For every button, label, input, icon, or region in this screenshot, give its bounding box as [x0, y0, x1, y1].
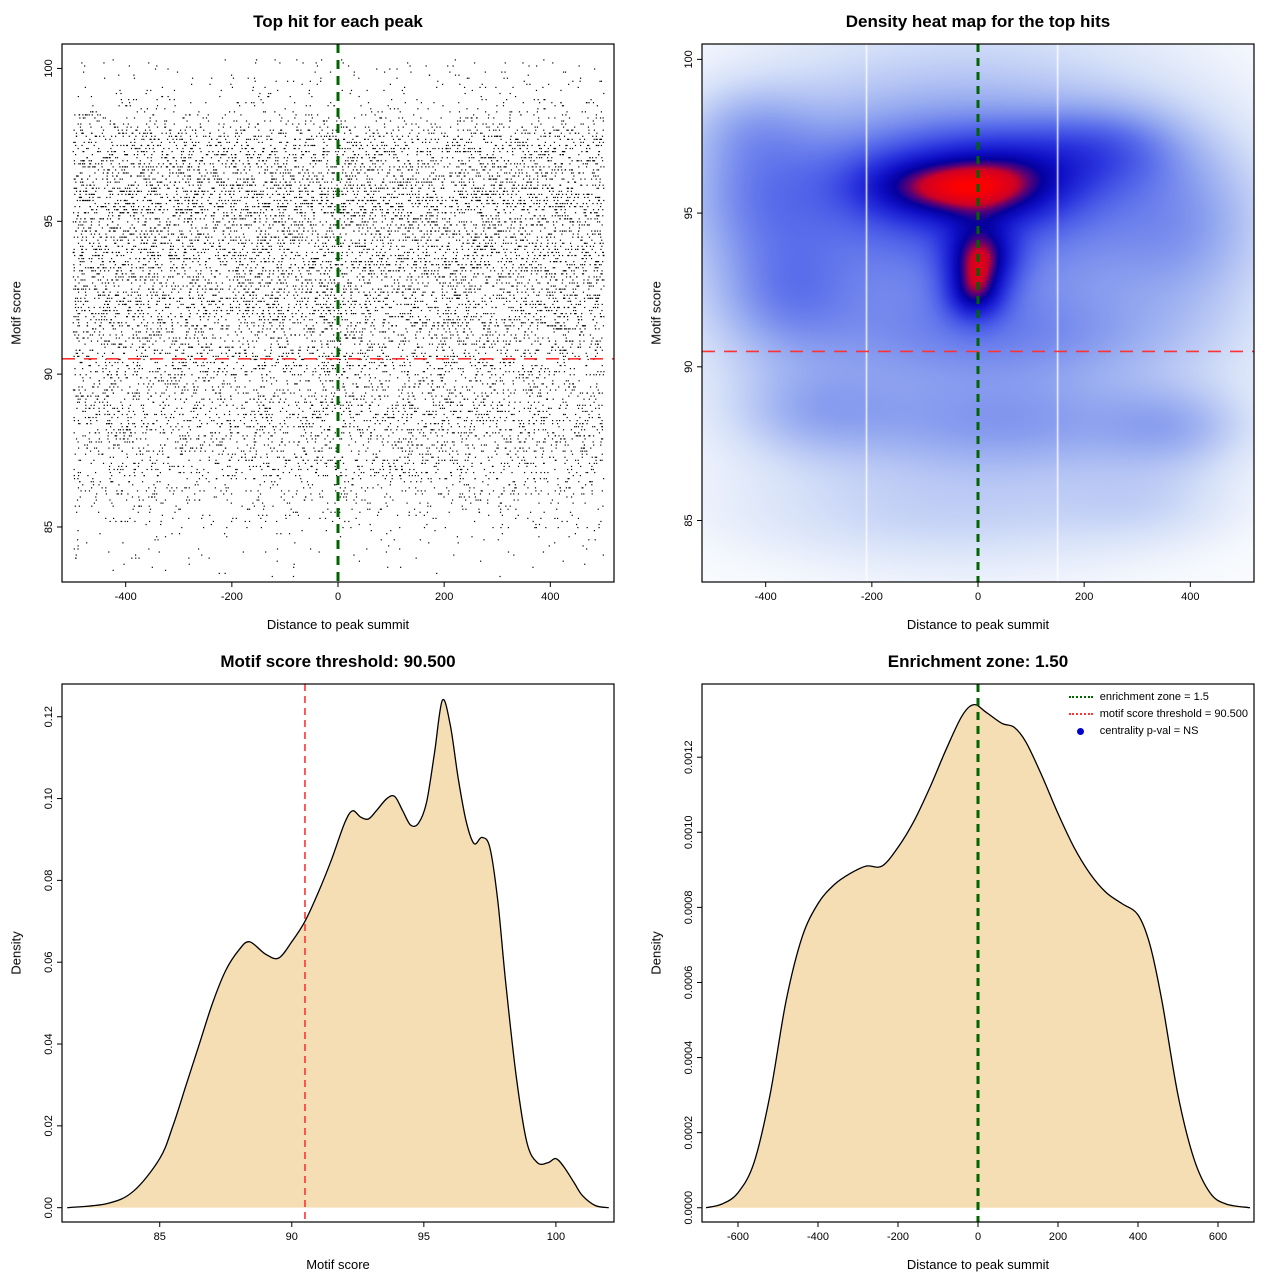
panel-enrichment-zone-density: Enrichment zone: 1.50 Distance to peak s…: [640, 640, 1280, 1280]
legend-label: motif score threshold = 90.500: [1099, 708, 1248, 720]
legend-item-centrality-pval: centrality p-val = NS: [1069, 724, 1248, 738]
panel-density-heatmap: Density heat map for the top hits Distan…: [640, 0, 1280, 640]
x-axis-label: Distance to peak summit: [906, 1257, 1050, 1272]
y-axis-label: Density: [648, 931, 664, 975]
x-axis-label: Motif score: [306, 1257, 370, 1272]
panel-title: Density heat map for the top hits: [845, 12, 1111, 31]
position-density-plot-canvas: [640, 640, 1280, 1280]
legend-label: enrichment zone = 1.5: [1099, 691, 1209, 703]
dotted-line-icon: [1068, 709, 1093, 719]
panel-title: Motif score threshold: 90.500: [220, 652, 456, 671]
legend-label: centrality p-val = NS: [1099, 725, 1199, 737]
panel-title: Enrichment zone: 1.50: [887, 652, 1069, 671]
panel-top-hit-scatter: Top hit for each peak Distance to peak s…: [0, 0, 640, 640]
legend-item-enrichment-zone: enrichment zone = 1.5: [1068, 690, 1248, 704]
panel-title: Top hit for each peak: [253, 12, 423, 31]
y-axis-label: Motif score: [8, 281, 24, 345]
score-density-plot-canvas: [0, 640, 640, 1280]
dot-icon: [1069, 726, 1093, 736]
scatter-plot-canvas: [0, 0, 640, 640]
heatmap-plot-canvas: [640, 0, 1280, 640]
legend-item-score-threshold: motif score threshold = 90.500: [1068, 707, 1248, 721]
legend: enrichment zone = 1.5 motif score thresh…: [1068, 690, 1248, 738]
y-axis-label: Motif score: [648, 281, 664, 345]
panel-motif-score-density: Motif score threshold: 90.500 Motif scor…: [0, 640, 640, 1280]
x-axis-label: Distance to peak summit: [266, 617, 410, 632]
dotted-line-icon: [1068, 692, 1093, 702]
y-axis-label: Density: [8, 931, 24, 975]
x-axis-label: Distance to peak summit: [906, 617, 1050, 632]
